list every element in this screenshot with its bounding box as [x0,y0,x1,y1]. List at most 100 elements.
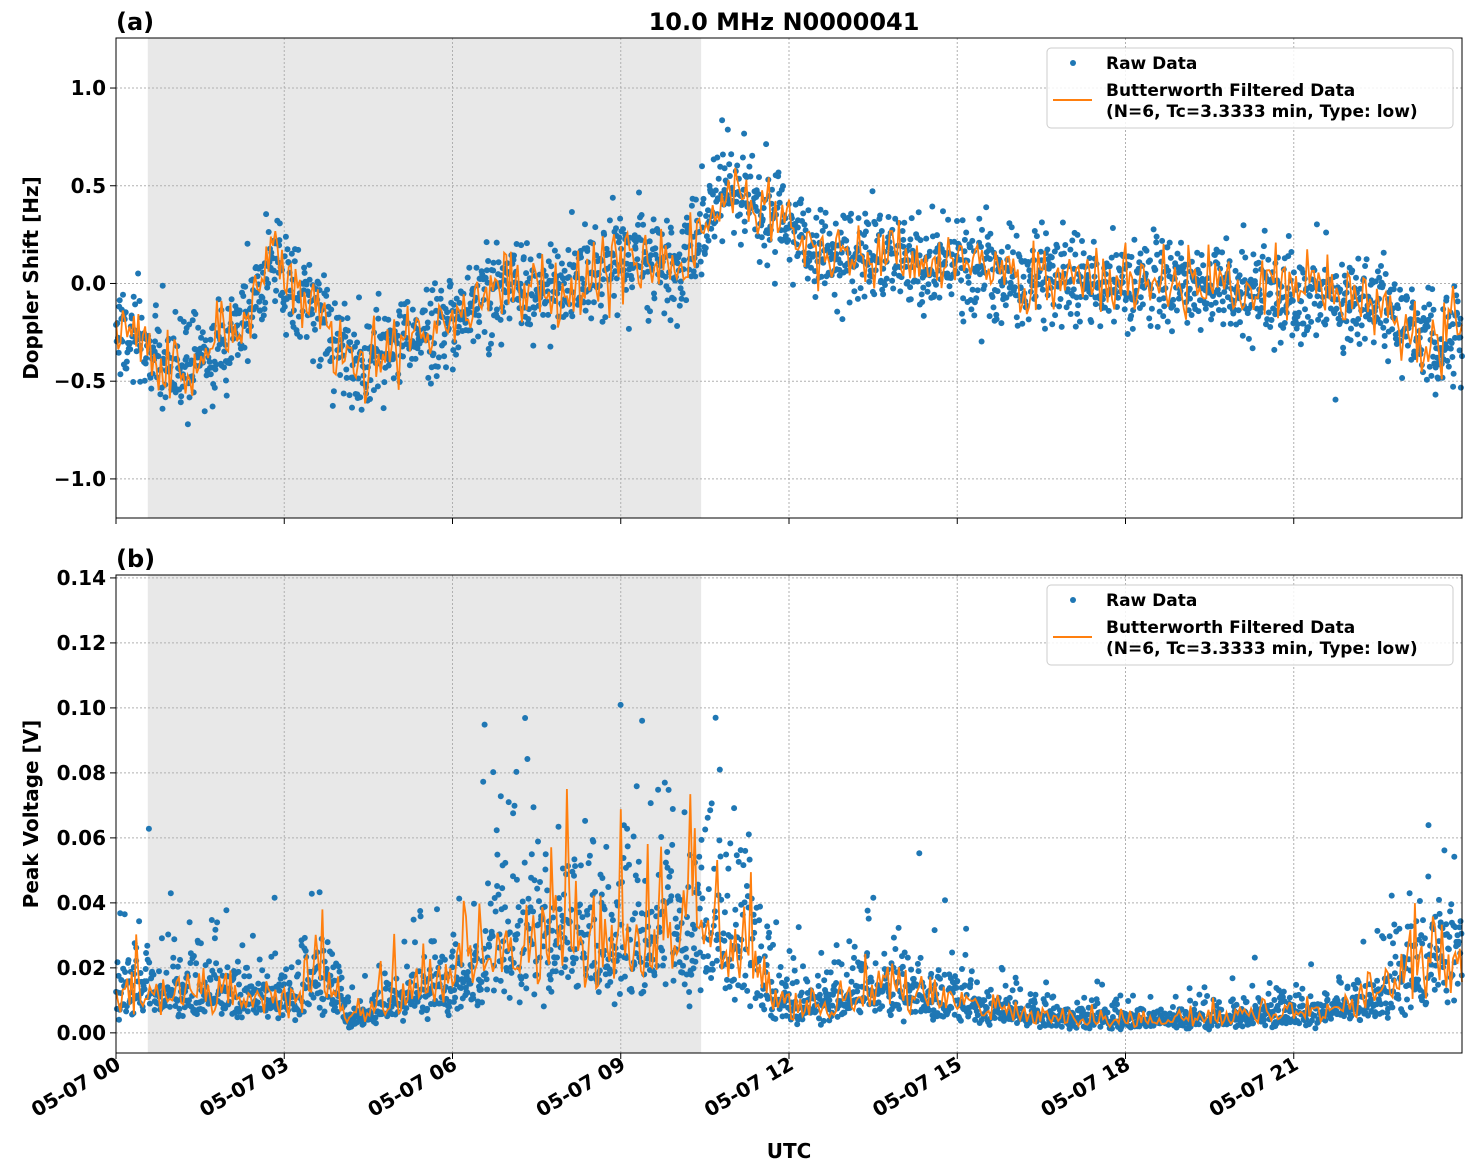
raw-data-point [535,838,541,845]
raw-data-point [396,312,403,319]
raw-data-point [1085,1004,1092,1011]
raw-data-point [489,332,495,339]
raw-data-point [1383,317,1390,324]
raw-data-point [176,1005,183,1012]
raw-data-point [697,949,703,956]
raw-data-point [917,237,924,244]
raw-data-point [297,333,303,340]
raw-data-point [493,827,500,834]
raw-data-point [931,291,938,298]
raw-data-point [565,974,572,981]
raw-data-point [199,998,205,1005]
raw-data-point [901,949,908,956]
raw-data-point [705,207,711,214]
raw-data-point [761,1006,768,1013]
raw-data-point [1058,323,1065,330]
raw-data-point [1317,312,1324,318]
raw-data-point [534,885,541,892]
raw-data-point [714,154,721,161]
raw-data-point [241,344,248,351]
raw-data-point [1004,244,1011,250]
raw-data-point [731,229,737,236]
raw-data-point [256,956,263,963]
raw-data-point [464,274,471,281]
raw-data-point [1251,954,1258,961]
raw-data-point [1170,302,1177,309]
raw-data-point [672,915,679,922]
raw-data-point [303,281,310,288]
raw-data-point [1109,1014,1116,1020]
raw-data-point [1455,938,1462,945]
raw-data-point [785,237,792,244]
raw-data-point [1446,933,1453,940]
raw-data-point [726,161,733,168]
raw-data-point [633,783,640,790]
raw-data-point [474,306,481,312]
raw-data-point [674,924,681,931]
raw-data-point [628,988,635,995]
raw-data-point [505,918,512,925]
raw-data-point [559,275,566,282]
raw-data-point [1137,294,1144,301]
axes-frame [115,37,1463,519]
raw-data-point [998,248,1005,255]
raw-data-point [433,373,440,380]
raw-data-point [1297,341,1304,348]
raw-data-point [453,295,460,302]
raw-data-point [1298,995,1305,1002]
raw-data-point [1219,249,1226,256]
raw-data-point [385,362,392,369]
raw-data-point [1451,853,1458,860]
raw-data-point [987,230,994,237]
raw-data-point [552,968,559,975]
raw-data-point [847,217,854,224]
raw-data-point [1097,1023,1104,1030]
raw-data-point [1147,257,1153,264]
raw-data-point [123,1003,130,1010]
raw-data-point [1139,301,1146,308]
raw-data-point [771,280,778,287]
raw-data-point [198,351,205,358]
raw-data-point [1306,293,1313,299]
raw-data-point [872,221,879,228]
raw-data-point [721,937,728,944]
raw-data-point [974,1012,981,1019]
raw-data-point [822,223,829,230]
raw-data-point [1097,323,1104,330]
raw-data-point [523,985,530,992]
raw-data-point [810,251,817,258]
figure-title: 10.0 MHz N0000041 [649,8,920,36]
raw-data-point [1431,986,1438,993]
raw-data-point [1216,291,1223,298]
raw-data-point [1456,347,1463,354]
raw-data-point [942,897,948,904]
raw-data-point [1219,298,1226,305]
raw-data-point [192,972,199,978]
raw-data-point [1311,1012,1318,1019]
raw-data-point [473,264,480,271]
raw-data-point [820,1017,827,1024]
raw-data-point [1381,343,1388,350]
raw-data-point [464,969,471,975]
legend-raw-marker [1070,597,1076,603]
raw-data-point [826,997,833,1004]
raw-data-point [1128,312,1135,319]
raw-data-point [249,932,256,939]
raw-data-point [412,355,419,362]
raw-data-point [634,877,641,884]
raw-data-point [240,293,247,299]
raw-data-point [548,988,555,995]
raw-data-point [981,997,988,1004]
raw-data-point [1153,233,1160,240]
raw-data-point [343,374,350,381]
raw-data-point [1382,271,1389,277]
raw-data-point [423,286,430,293]
raw-data-point [987,986,994,993]
raw-data-point [1357,1017,1364,1024]
raw-data-point [869,188,876,195]
raw-data-point [356,294,362,301]
raw-data-point [791,967,798,974]
raw-data-point [258,263,265,270]
raw-data-point [554,954,560,961]
raw-data-point [742,972,749,979]
